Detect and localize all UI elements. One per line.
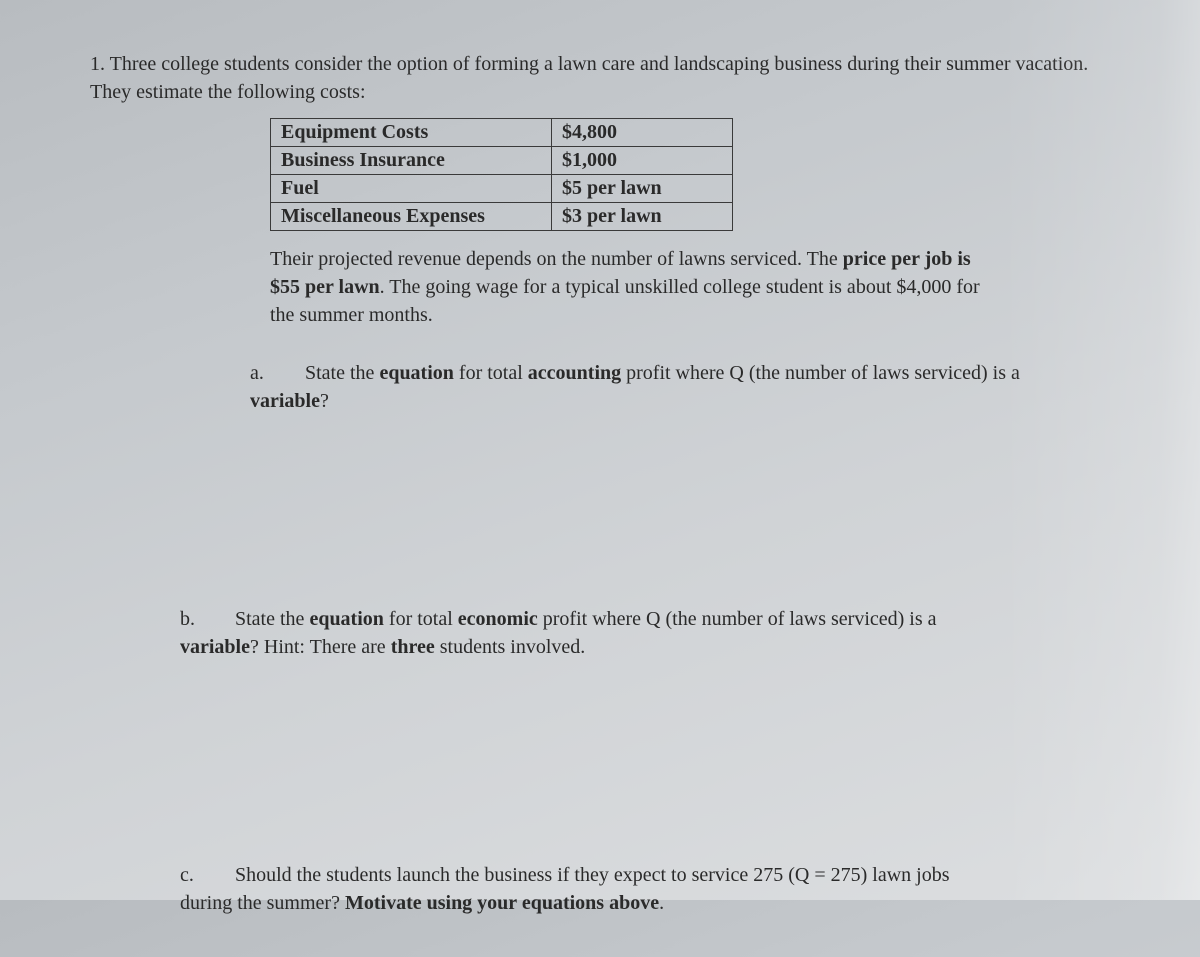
problem-number: 1. (90, 53, 105, 75)
part-a-label: a. (250, 359, 300, 387)
part-b-bold: variable (180, 636, 250, 658)
table-row: Miscellaneous Expenses $3 per lawn (271, 203, 733, 231)
part-b-text: profit where Q (the number of laws servi… (538, 608, 937, 630)
cost-table: Equipment Costs $4,800 Business Insuranc… (270, 118, 733, 231)
cost-value: $3 per lawn (552, 203, 733, 231)
table-row: Fuel $5 per lawn (271, 175, 733, 203)
part-a-bold: accounting (528, 362, 621, 384)
part-a-text: profit where Q (the number of laws servi… (621, 362, 1020, 384)
part-b-bold: economic (458, 608, 538, 630)
part-b-text: students involved. (435, 636, 586, 658)
part-c-text: . (659, 892, 664, 914)
cost-value: $4,800 (552, 119, 733, 147)
cost-label: Business Insurance (271, 147, 552, 175)
cost-label: Miscellaneous Expenses (271, 203, 552, 231)
cost-label: Fuel (271, 175, 552, 203)
part-a: a. State the equation for total accounti… (250, 359, 1020, 415)
part-a-text: State the (305, 362, 379, 384)
problem-intro: 1. Three college students consider the o… (90, 50, 1110, 106)
revenue-note: Their projected revenue depends on the n… (270, 245, 1110, 329)
part-c-label: c. (180, 861, 230, 889)
part-b: b. State the equation for total economic… (180, 605, 990, 661)
part-b-bold: three (391, 636, 435, 658)
table-row: Business Insurance $1,000 (271, 147, 733, 175)
cost-value: $1,000 (552, 147, 733, 175)
part-b-text: State the (235, 608, 309, 630)
document-page: 1. Three college students consider the o… (0, 0, 1200, 957)
part-c-bold: Motivate using your equations above (345, 892, 659, 914)
part-a-text: for total (454, 362, 528, 384)
cost-label: Equipment Costs (271, 119, 552, 147)
part-b-text: for total (384, 608, 458, 630)
table-row: Equipment Costs $4,800 (271, 119, 733, 147)
cost-value: $5 per lawn (552, 175, 733, 203)
part-b-label: b. (180, 605, 230, 633)
intro-text: Three college students consider the opti… (90, 53, 1088, 103)
part-a-text: ? (320, 390, 329, 412)
revenue-text-1: Their projected revenue depends on the n… (270, 248, 843, 270)
part-a-bold: equation (379, 362, 453, 384)
part-c: c. Should the students launch the busine… (180, 861, 990, 917)
part-b-bold: equation (309, 608, 383, 630)
part-a-bold: variable (250, 390, 320, 412)
part-b-text: ? Hint: There are (250, 636, 391, 658)
